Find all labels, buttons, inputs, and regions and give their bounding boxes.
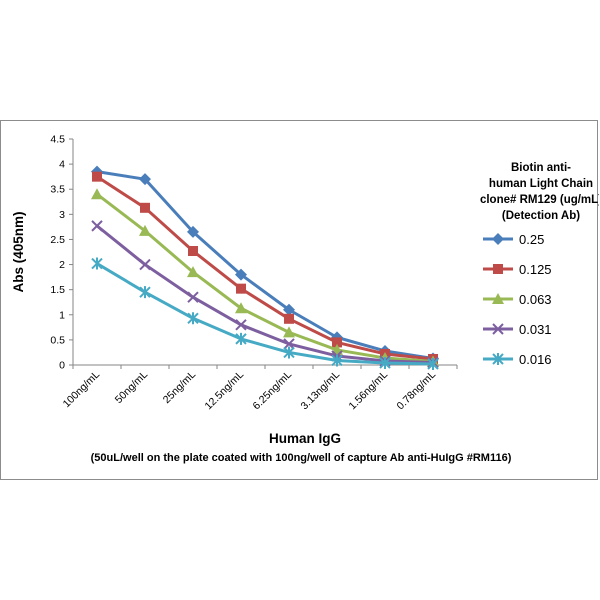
x-axis-note: (50uL/well on the plate coated with 100n… [91,452,512,464]
x-tick-label: 100ng/mL [61,369,103,411]
data-point [332,337,342,348]
x-tick-label: 12.5ng/mL [203,369,247,413]
y-tick-label: 2.5 [50,234,65,246]
data-point [187,225,199,238]
legend-title-line: clone# RM129 (ug/mL) [480,194,599,206]
y-tick-label: 1 [59,309,65,321]
x-tick-label: 6.25ng/mL [251,369,295,413]
y-tick-label: 1.5 [50,284,65,296]
data-point [236,283,246,294]
y-axis-title: Abs (405nm) [11,211,26,292]
data-point [92,171,102,182]
data-point [139,258,151,271]
data-point [235,332,247,345]
data-point [235,302,247,314]
data-point [379,356,391,369]
y-tick-label: 0 [59,360,65,372]
data-point [284,313,294,324]
legend-item-3: 0.031 [483,322,552,337]
legend-label: 0.125 [519,262,552,277]
data-point [492,293,504,304]
data-point [91,188,103,200]
y-tick-label: 4 [59,159,65,171]
legend-label: 0.063 [519,292,552,307]
data-point [139,286,151,299]
series-line [96,262,434,366]
legend-item-0: 0.25 [483,232,544,247]
data-point [187,266,199,278]
data-point [493,264,503,274]
data-point [187,291,199,303]
data-point [91,220,103,232]
data-point [140,202,150,213]
chart-svg: 0 0.5 1 1.5 2 2.5 3 3.5 4 4.5 100ng/mL 50ng/mL 25ng/… [11,134,599,465]
data-point [283,346,295,359]
x-axis-title: Human IgG [269,431,341,446]
series-2 [91,188,439,367]
data-point [235,268,247,281]
legend-label: 0.016 [519,352,552,367]
x-tick-label: 0.78ng/mL [395,369,439,413]
data-point [283,303,295,316]
series-4 [91,257,439,370]
y-tick-label: 4.5 [50,134,65,146]
data-point [91,257,103,270]
data-point [283,326,295,338]
series-line [96,224,434,364]
series-line [96,170,434,360]
data-point [331,354,343,367]
data-point [139,173,151,186]
series-line [96,175,434,361]
y-tick-label: 3.5 [50,184,65,196]
data-point [427,357,439,370]
legend-title-line: Biotin anti- [511,162,571,174]
data-point [283,338,295,350]
data-point [139,224,151,236]
x-tick-label: 25ng/mL [161,369,198,406]
legend-label: 0.031 [519,322,552,337]
data-point [187,312,199,325]
x-tick-label: 3.13ng/mL [299,369,343,413]
data-point [492,353,504,365]
y-tick-label: 0.5 [50,334,65,346]
data-point [492,323,504,335]
legend-item-4: 0.016 [483,352,552,367]
data-point [235,319,247,331]
data-point [492,233,504,245]
legend-title-line: human Light Chain [489,178,593,190]
data-point [188,245,198,256]
legend-item-1: 0.125 [483,262,552,277]
legend-title-line: (Detection Ab) [502,210,580,222]
x-tick-label: 1.56ng/mL [347,369,391,413]
chart-frame: 0 0.5 1 1.5 2 2.5 3 3.5 4 4.5 100ng/mL 50ng/mL 25ng/… [0,120,599,480]
series-line [96,193,434,363]
y-tick-label: 3 [59,209,65,221]
legend-label: 0.25 [519,232,544,247]
y-tick-label: 2 [59,259,65,271]
x-tick-label: 50ng/mL [113,369,150,406]
legend-item-2: 0.063 [483,292,552,307]
